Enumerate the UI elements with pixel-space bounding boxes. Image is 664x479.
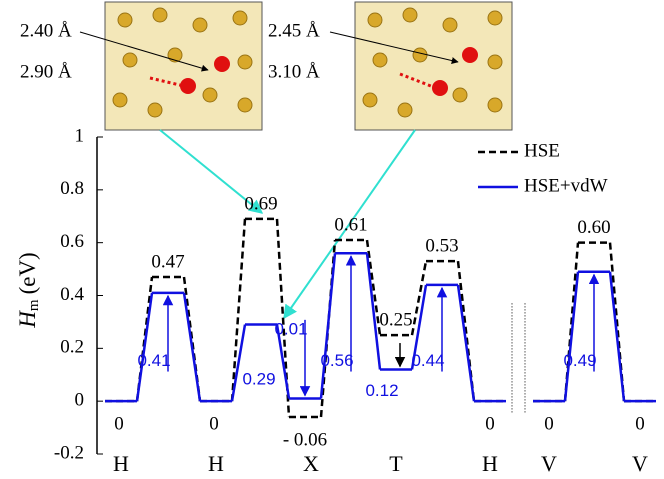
value-label: 0.69 — [244, 193, 277, 214]
value-label: 0 — [485, 413, 495, 434]
value-label: 0.56 — [320, 351, 353, 370]
connector — [367, 253, 380, 369]
inset-label: 2.90 Å — [20, 61, 72, 82]
connector — [184, 293, 200, 401]
inset-label: 2.40 Å — [20, 20, 72, 41]
value-label: 0.44 — [411, 351, 444, 370]
value-label: 0.29 — [242, 370, 275, 389]
value-label: 0 — [635, 413, 645, 434]
x-tick-label: T — [389, 451, 403, 476]
connector — [610, 272, 624, 401]
y-tick-label: 1 — [75, 125, 85, 146]
legend-label: HSE — [524, 140, 560, 161]
y-tick-label: 0.4 — [60, 284, 84, 305]
connector — [321, 253, 335, 398]
value-label: 0 — [114, 413, 124, 434]
x-tick-label: X — [303, 451, 319, 476]
value-label: 0.41 — [137, 351, 170, 370]
x-tick-label: H — [482, 451, 498, 476]
x-tick-label: H — [208, 451, 224, 476]
y-tick-label: 0.8 — [60, 178, 84, 199]
inset-1 — [105, 2, 262, 130]
chart: 2.40 Å 2.90 Å 2.45 Å 3.10 Å Hm (eV) -0.2 0… — [0, 0, 664, 479]
x-tick-label: V — [541, 451, 557, 476]
x-tick-label: H — [113, 451, 129, 476]
legend-label: HSE+vdW — [524, 175, 608, 196]
value-label: 0.53 — [425, 236, 458, 257]
value-label: 0.49 — [563, 351, 596, 370]
y-label-unit: (eV) — [15, 252, 40, 294]
value-label: 0.12 — [365, 381, 398, 400]
y-tick-label: 0 — [75, 390, 85, 411]
value-label: 0.47 — [151, 251, 184, 272]
value-label: 0 — [209, 413, 219, 434]
connector — [137, 293, 152, 401]
inset-label: 3.10 Å — [268, 61, 320, 82]
value-label: 0 — [544, 413, 554, 434]
y-tick-label: 0.2 — [60, 337, 84, 358]
value-label: 0.01 — [274, 319, 307, 338]
y-tick-label: 0.6 — [60, 231, 84, 252]
y-axis-label: Hm (eV) — [15, 252, 42, 328]
y-label-main: H — [15, 310, 40, 329]
connector — [565, 272, 578, 401]
value-label: - 0.06 — [283, 429, 327, 450]
y-tick-label: -0.2 — [54, 442, 84, 463]
inset-2 — [355, 2, 512, 130]
inset-label: 2.45 Å — [268, 20, 320, 41]
x-tick-label: V — [632, 451, 648, 476]
value-label: 0.60 — [577, 217, 610, 238]
y-label-sub: m — [26, 299, 42, 311]
value-label: 0.25 — [379, 309, 412, 330]
connector — [458, 285, 474, 401]
value-label: 0.61 — [334, 214, 367, 235]
